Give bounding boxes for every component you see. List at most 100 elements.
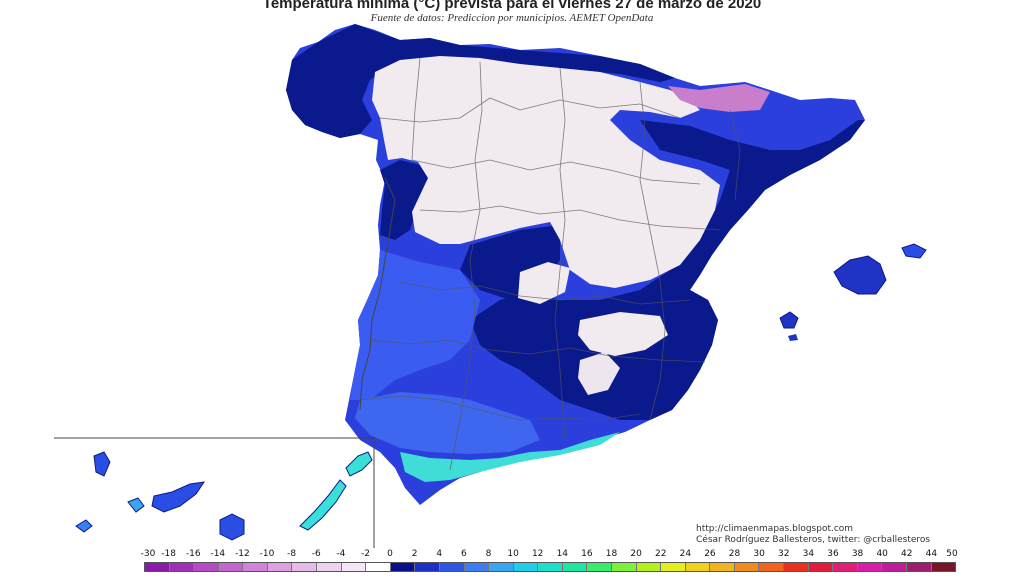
legend-swatch	[833, 563, 858, 571]
ibiza	[779, 311, 799, 329]
province-borders	[359, 57, 741, 471]
legend-swatch	[931, 563, 956, 571]
fuerteventura	[299, 479, 347, 531]
legend-tick: -30	[140, 549, 156, 559]
legend-tick: 40	[876, 549, 888, 559]
legend-tick: -6	[311, 549, 321, 559]
legend-tick: -2	[360, 549, 370, 559]
cyan-coast-south	[400, 432, 620, 482]
mallorca	[833, 255, 887, 295]
legend-swatch	[145, 563, 170, 571]
cold-interior	[372, 56, 720, 288]
legend-tick: 22	[654, 549, 667, 559]
la-gomera	[127, 497, 145, 513]
canary-islands-inset	[54, 437, 375, 548]
legend-swatch	[661, 563, 686, 571]
legend-tick: 36	[827, 549, 839, 559]
map-subtitle: Fuente de datos: Prediccion por municipi…	[370, 12, 654, 24]
cold-patch-southeast	[578, 352, 620, 395]
credit-author: César Rodríguez Ballesteros, twitter: @c…	[696, 535, 931, 545]
legend-swatch	[464, 563, 490, 571]
legend-tick: 44	[925, 549, 938, 559]
legend-tick: 20	[630, 549, 642, 559]
legend-tick: 18	[605, 549, 618, 559]
legend-tick: 34	[802, 549, 815, 559]
dark-blue-north	[286, 24, 675, 138]
lanzarote	[345, 451, 373, 477]
legend-swatch	[587, 563, 612, 571]
legend-swatch	[341, 563, 367, 571]
legend-tick: 16	[581, 549, 593, 559]
cold-patch-east	[578, 312, 668, 356]
legend-swatch	[636, 563, 662, 571]
legend-color-bar	[144, 562, 956, 572]
cold-patch-centre	[518, 262, 570, 304]
legend-swatch	[292, 563, 318, 571]
legend-swatch	[267, 563, 293, 571]
gran-canaria	[219, 513, 245, 541]
legend-swatch	[759, 563, 785, 571]
legend-tick: 0	[387, 549, 393, 559]
legend-swatch	[513, 563, 539, 571]
legend-swatch	[415, 563, 440, 571]
legend-tick: 8	[485, 549, 492, 559]
legend-swatch	[390, 563, 416, 571]
legend-tick: 10	[507, 549, 519, 559]
legend-tick: -18	[161, 549, 176, 559]
legend-tick: 14	[556, 549, 569, 559]
legend-swatch	[784, 563, 809, 571]
legend-tick: 32	[778, 549, 790, 559]
legend-tick: -8	[287, 549, 297, 559]
portugal-border	[359, 177, 396, 411]
legend-swatch	[857, 563, 883, 571]
legend-swatch	[734, 563, 760, 571]
inset-frame	[54, 437, 375, 548]
legend-tick: 26	[704, 549, 716, 559]
legend-tick: 42	[901, 549, 913, 559]
tenerife	[151, 481, 206, 513]
el-hierro	[75, 519, 93, 533]
legend-swatch	[562, 563, 588, 571]
light-blue-south	[355, 392, 540, 454]
la-palma	[93, 451, 111, 477]
legend-tick: 4	[436, 549, 443, 559]
map-title: Temperatura mínima (°C) prevista para el…	[262, 0, 762, 12]
legend-swatch	[366, 563, 391, 571]
legend-swatch	[218, 563, 244, 571]
legend-tick: 2	[411, 549, 418, 559]
legend-swatch	[808, 563, 834, 571]
menorca	[901, 243, 927, 259]
legend-tick: 6	[461, 549, 467, 559]
legend-tick: 38	[851, 549, 864, 559]
legend-swatch	[489, 563, 514, 571]
dark-blue-west	[380, 160, 430, 240]
legend-swatch	[538, 563, 563, 571]
legend-swatch	[317, 563, 342, 571]
legend-tick: 24	[679, 549, 692, 559]
legend-tick: 30	[753, 549, 765, 559]
legend-tick-labels: -30 -18 -16 -14 -12 -10 -8 -6 -4 -2 0 2 4 6 8 10 12 14 16 1…	[0, 549, 1024, 561]
legend-swatch	[611, 563, 637, 571]
legend-tick: 28	[728, 549, 741, 559]
legend-swatch	[710, 563, 735, 571]
legend-swatch	[882, 563, 907, 571]
pyrenees-cold	[668, 84, 770, 112]
legend-tick: -12	[235, 549, 250, 559]
legend-swatch	[243, 563, 268, 571]
formentera	[788, 334, 798, 341]
legend-tick: -14	[210, 549, 226, 559]
legend-tick: -10	[259, 549, 275, 559]
legend-swatch	[439, 563, 465, 571]
legend-tick: -4	[336, 549, 346, 559]
legend-swatch	[906, 563, 932, 571]
credit-url: http://climaenmapas.blogspot.com	[696, 524, 854, 534]
legend-swatch	[194, 563, 219, 571]
legend-tick: -16	[185, 549, 201, 559]
dark-blue-ebro	[470, 120, 865, 420]
light-blue-southwest	[350, 250, 480, 400]
legend-tick: 12	[531, 549, 544, 559]
legend-swatch	[685, 563, 711, 571]
legend-tick: 50	[946, 549, 958, 559]
legend-swatch	[169, 563, 195, 571]
